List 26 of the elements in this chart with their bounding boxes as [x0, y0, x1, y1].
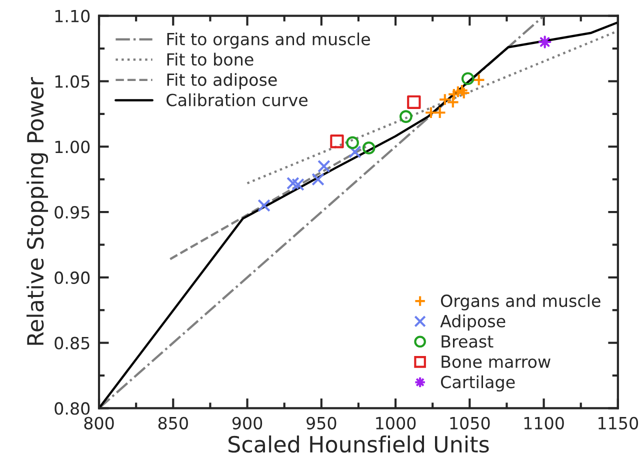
y-tick-label: 0.95	[54, 206, 90, 219]
legend-label: Fit to adipose	[167, 73, 277, 90]
y-tick-label: 1.00	[55, 140, 90, 154]
x-tick-label: 1000	[376, 416, 416, 430]
legend-label: Breast	[442, 335, 494, 348]
x-tick-label: 800	[84, 416, 114, 430]
legend-label: Fit to organs and muscle	[167, 32, 370, 49]
legend-label: Organs and muscle	[440, 294, 600, 310]
y-tick-label: 0.90	[54, 271, 90, 284]
legend-label: Fit to bone	[167, 52, 254, 66]
x-tick-label: 900	[232, 416, 262, 430]
y-axis-title: Relative Stopping Power	[26, 77, 48, 345]
y-tick-label: 0.80	[54, 402, 90, 415]
legend-label: Calibration curve	[166, 93, 308, 106]
x-tick-label: 950	[306, 416, 336, 430]
legend-label: Cartilage	[440, 375, 515, 392]
y-tick-label: 1.10	[55, 10, 90, 22]
x-tick-label: 1150	[598, 416, 638, 430]
x-axis-title: Scaled Hounsfield Units	[228, 435, 489, 453]
x-tick-label: 1050	[450, 416, 490, 430]
y-tick-label: 0.85	[54, 336, 90, 350]
legend-label: Bone marrow	[442, 356, 550, 368]
y-tick-label: 1.05	[55, 75, 90, 88]
legend-label: Adipose	[440, 314, 506, 331]
x-tick-label: 1100	[524, 416, 564, 430]
x-tick-label: 850	[158, 416, 188, 430]
